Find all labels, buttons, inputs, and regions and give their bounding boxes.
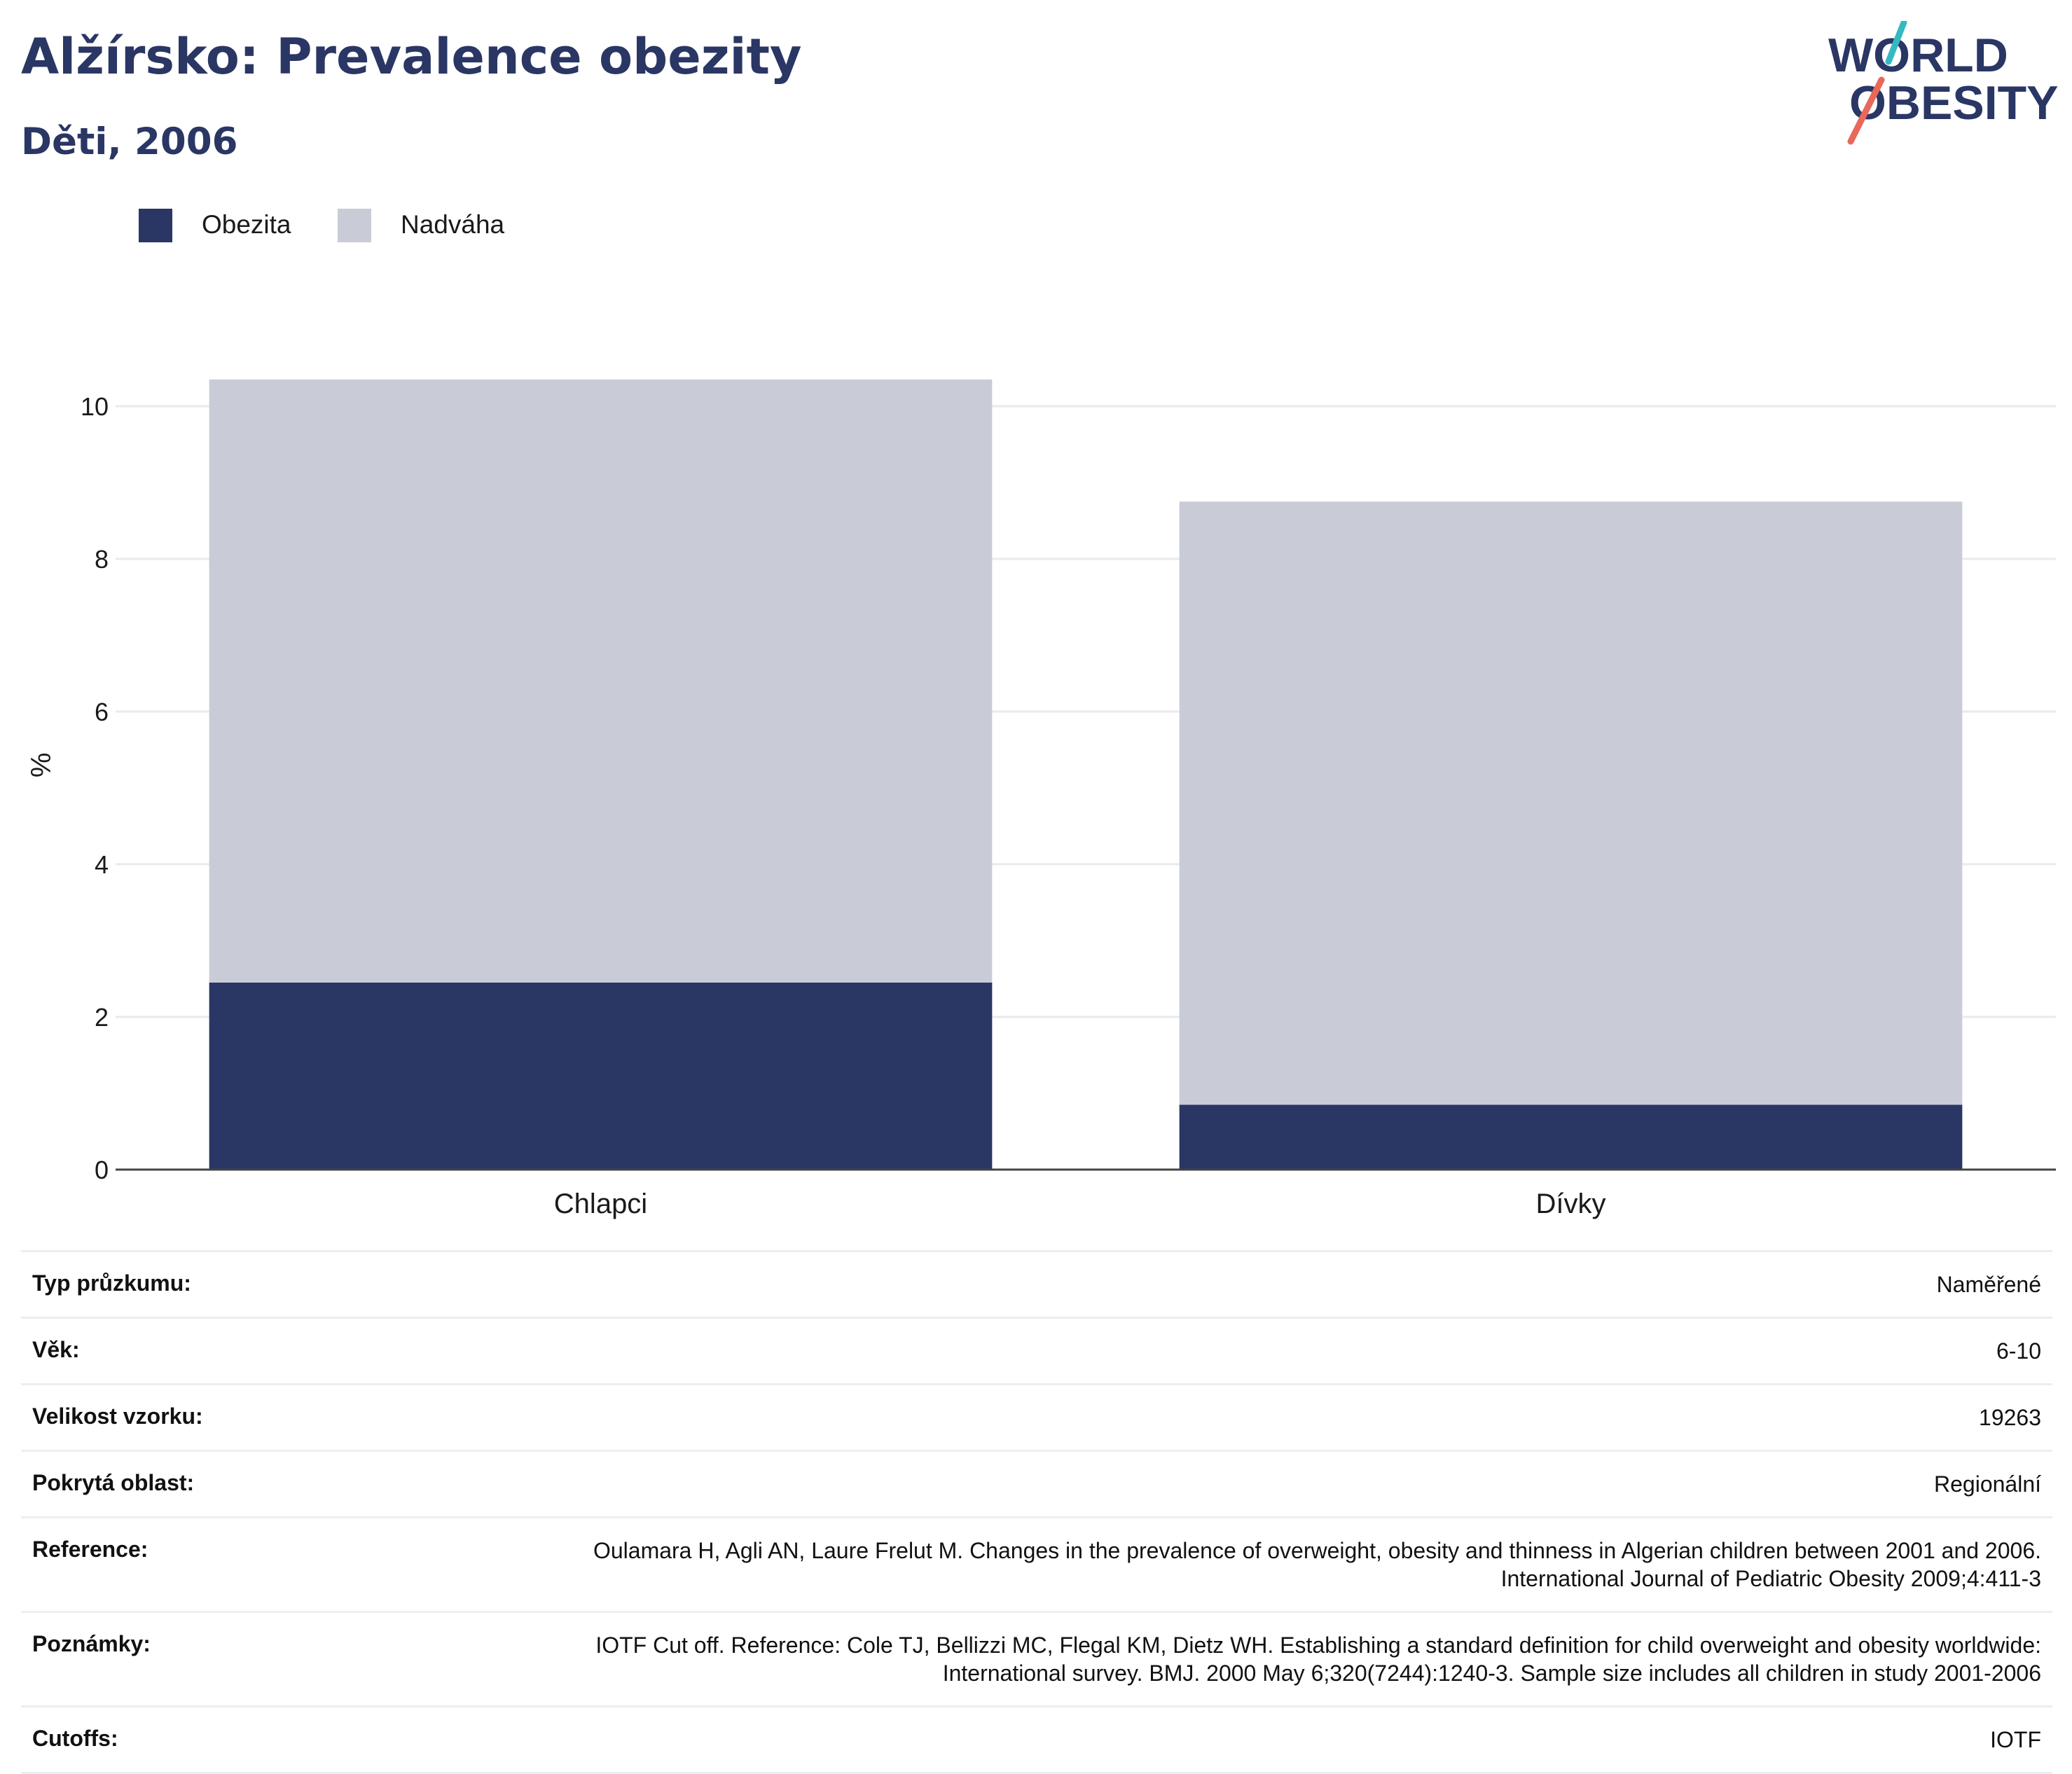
bar-chart: 0 2 4 6 8 10% Chlapci Dívky <box>26 379 2056 1219</box>
bar-nadv-ha-0 <box>209 379 993 983</box>
info-value: IOTF <box>1990 1727 2041 1752</box>
info-key: Pokrytá oblast: <box>32 1470 195 1495</box>
info-key: Cutoffs: <box>32 1726 118 1751</box>
info-value: Regionální <box>1934 1471 2041 1497</box>
y-tick-label: 4 <box>95 850 109 879</box>
bar-obezita-1 <box>1179 1104 1963 1170</box>
info-row-age: Věk: 6-10 <box>21 1317 2052 1383</box>
bar-obezita-0 <box>209 982 993 1170</box>
legend-swatch-obezita <box>139 209 172 242</box>
info-row-cutoffs: Cutoffs: IOTF <box>21 1705 2052 1774</box>
bar-nadv-ha-1 <box>1179 501 1963 1105</box>
info-key: Typ průzkumu: <box>32 1270 191 1296</box>
info-row-sample-size: Velikost vzorku: 19263 <box>21 1383 2052 1450</box>
page-subtitle: Děti, 2006 <box>21 120 238 163</box>
x-tick-label: Dívky <box>1536 1189 1606 1219</box>
logo-line2: OBESITY <box>1849 76 2059 130</box>
legend-swatch-nadvaha <box>338 209 371 242</box>
x-tick-label: Chlapci <box>554 1189 647 1219</box>
survey-info-table: Typ průzkumu: Naměřené Věk: 6-10 Velikos… <box>21 1250 2052 1774</box>
y-tick-label: 0 <box>95 1156 109 1184</box>
info-row-notes: Poznámky: IOTF Cut off. Reference: Cole … <box>21 1611 2052 1705</box>
info-value: 6-10 <box>1996 1338 2041 1364</box>
info-key: Poznámky: <box>32 1631 151 1656</box>
legend-label-nadvaha: Nadváha <box>401 210 505 239</box>
info-row-coverage: Pokrytá oblast: Regionální <box>21 1450 2052 1516</box>
legend-label-obezita: Obezita <box>202 210 291 239</box>
logo-slash-teal <box>1885 21 1907 65</box>
logo-slash-coral <box>1847 76 1885 145</box>
info-key: Věk: <box>32 1337 80 1362</box>
info-value: 19263 <box>1979 1405 2041 1430</box>
logo-line1: WORLD <box>1828 29 2008 82</box>
page-title: Alžírsko: Prevalence obezity <box>21 28 802 85</box>
y-tick-label: 6 <box>95 698 109 726</box>
y-axis-label: % <box>26 753 57 778</box>
info-value: Oulamara H, Agli AN, Laure Frelut M. Cha… <box>593 1538 2041 1591</box>
info-row-survey-type: Typ průzkumu: Naměřené <box>21 1250 2052 1317</box>
info-key: Velikost vzorku: <box>32 1404 203 1429</box>
info-value: IOTF Cut off. Reference: Cole TJ, Belliz… <box>595 1633 2041 1686</box>
y-tick-label: 8 <box>95 545 109 574</box>
info-row-reference: Reference: Oulamara H, Agli AN, Laure Fr… <box>21 1516 2052 1611</box>
info-key: Reference: <box>32 1537 149 1562</box>
y-tick-label: 10 <box>81 392 109 421</box>
world-obesity-logo: WORLD OBESITY <box>1828 21 2059 145</box>
info-value: Naměřené <box>1936 1272 2041 1297</box>
y-tick-label: 2 <box>95 1003 109 1032</box>
